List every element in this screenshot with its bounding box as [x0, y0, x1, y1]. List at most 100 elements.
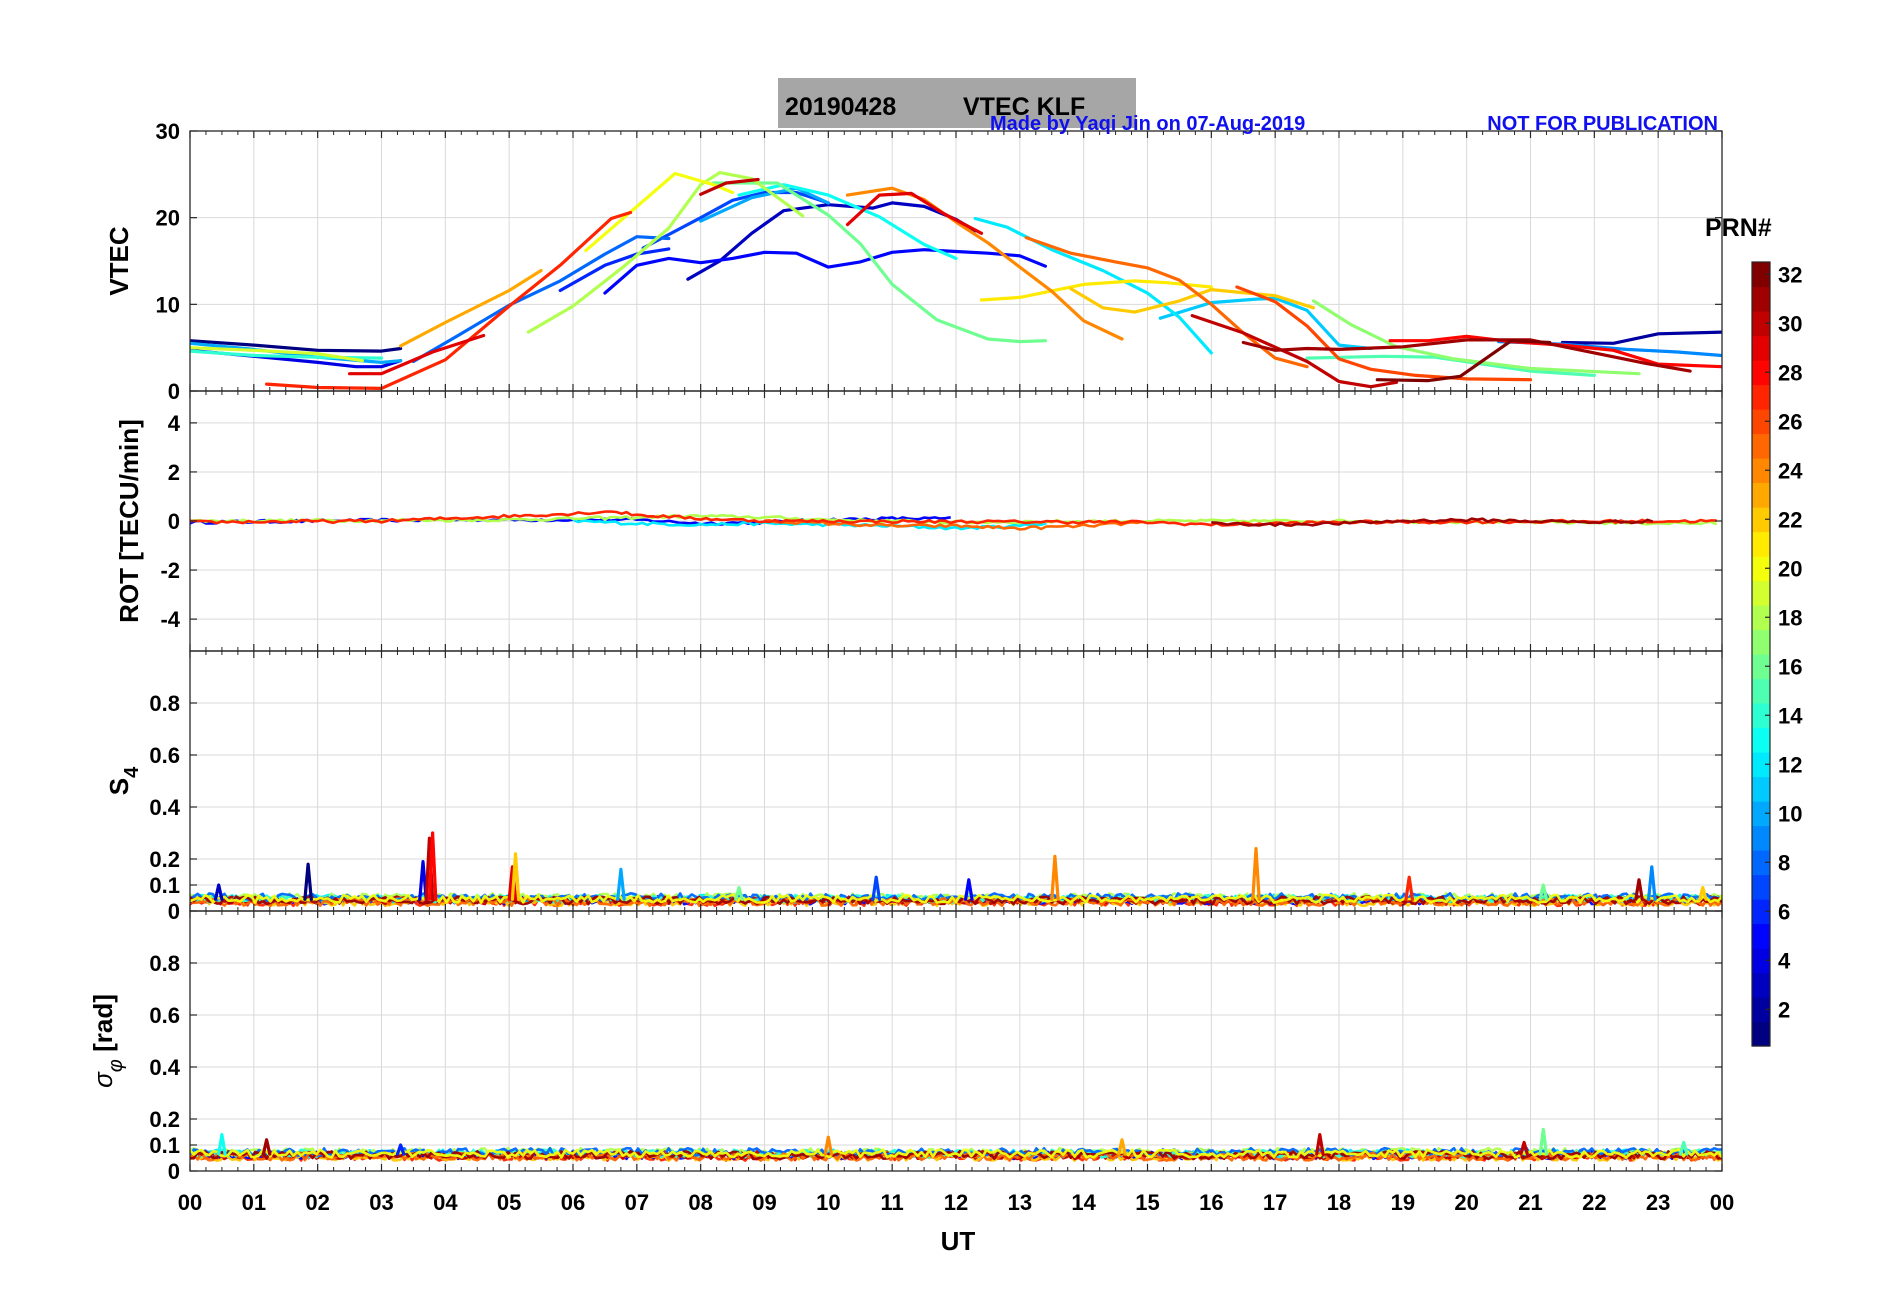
colorbar-segment	[1752, 335, 1770, 361]
y-tick-label-s4: 0.4	[149, 795, 180, 820]
data-vtec	[190, 171, 1722, 390]
vtec-series-prn-30	[1190, 314, 1399, 389]
vtec-series-prn-29	[348, 333, 486, 376]
sigma_phi-spike-prn-23	[1117, 1138, 1127, 1156]
y-tick-label-rot: -2	[160, 558, 180, 583]
colorbar-tick-label: 18	[1778, 605, 1802, 630]
colorbar-tick-label: 28	[1778, 360, 1802, 385]
colorbar-segment	[1752, 923, 1770, 949]
colorbar-segment	[1752, 972, 1770, 998]
colorbar-segment	[1752, 703, 1770, 729]
colorbar-segment	[1752, 776, 1770, 802]
colorbar-segment	[1752, 801, 1770, 827]
vtec-series-prn-27	[265, 210, 633, 390]
sigma_phi-noise-prn-20	[190, 1148, 1722, 1159]
colorbar-tick-label: 16	[1778, 654, 1802, 679]
panel-rot: -4 -2 0 2 4 ROT [TECU/min]	[114, 390, 1723, 652]
rot-series-prn-27	[190, 510, 1717, 527]
sigma_phi-spike-prn-16	[1538, 1127, 1549, 1156]
colorbar-tick-label: 30	[1778, 311, 1802, 336]
vtec-series-prn-13	[737, 183, 958, 260]
colorbar-segment	[1752, 654, 1770, 680]
vtec-series-prn-17	[1311, 299, 1641, 376]
y-tick-label-rot: 2	[168, 460, 180, 485]
s4-spike-prn-9	[1647, 865, 1657, 901]
colorbar-segment	[1752, 874, 1770, 900]
publication-notice: NOT FOR PUBLICATION	[1487, 113, 1718, 135]
s4-spike-prn-22	[1698, 886, 1708, 901]
s4-spike-prn-7	[871, 875, 881, 901]
colorbar-segment	[1752, 850, 1770, 876]
title-text: VTEC KLF	[963, 93, 1085, 121]
panel-s4: 00.10.2 0.4 0.6 0.8 S4	[104, 650, 1723, 924]
vtec-series-prn-16	[711, 181, 1047, 344]
x-tick-label: 14	[1071, 1190, 1096, 1215]
y-axis-label-vtec: VTEC	[104, 226, 134, 296]
x-tick-label: 05	[497, 1190, 521, 1215]
y-tick-label-s4: 0.2	[149, 847, 180, 872]
sigma_phi-spike-prn-24	[823, 1135, 834, 1156]
colorbar-segment	[1752, 678, 1770, 704]
x-tick-label: 06	[561, 1190, 585, 1215]
s4-spike-prn-3	[213, 883, 224, 901]
vtec-series-prn-12	[973, 216, 1213, 355]
colorbar-frame	[1751, 261, 1771, 1047]
vtec-series-prn-31	[1241, 338, 1692, 373]
colorbar-segment	[1752, 1021, 1770, 1047]
vtec-series-prn-1	[190, 339, 403, 353]
sigma_phi-spike-prn-30	[1315, 1133, 1325, 1156]
rot-series-prn-31	[1211, 517, 1654, 527]
vtec-series-prn-19	[190, 346, 364, 363]
s4-spike-prn-27	[1404, 875, 1414, 901]
tick-marks-vtec	[189, 130, 1723, 392]
y-tick-label-sigma_phi: 0.1	[149, 1133, 180, 1158]
title-box: 20190428 VTEC KLF	[778, 78, 1136, 128]
vtec-series-prn-10	[699, 186, 830, 223]
y-tick-label-rot: 0	[168, 509, 180, 534]
vtec-series-prn-22	[1069, 287, 1316, 314]
x-tick-label: 00	[1710, 1190, 1734, 1215]
sigma_phi-spike-prn-15	[1678, 1140, 1689, 1156]
colorbar-segment	[1752, 409, 1770, 435]
credit-note: Made by Yaqi Jin on 07-Aug-2019	[990, 113, 1305, 135]
y-axis-label-rot: ROT [TECU/min]	[114, 419, 144, 623]
x-tick-label: 00	[178, 1190, 202, 1215]
colorbar-segment	[1752, 727, 1770, 753]
y-tick-label-s4: 0	[168, 899, 180, 924]
s4-spike-prn-5	[964, 878, 974, 901]
x-tick-label: 21	[1518, 1190, 1542, 1215]
y-tick-label-sigma_phi: 0.2	[149, 1107, 180, 1132]
x-tick-label: 04	[433, 1190, 458, 1215]
colorbar-segment	[1752, 384, 1770, 410]
data-sigma_phi	[190, 1127, 1722, 1162]
colorbar-segment	[1752, 825, 1770, 851]
x-tick-label: 23	[1646, 1190, 1670, 1215]
colorbar-tick-label: 14	[1778, 703, 1803, 728]
x-tick-label: 03	[369, 1190, 393, 1215]
y-tick-label-rot: -4	[160, 607, 180, 632]
y-tick-label-s4: 0.8	[149, 691, 180, 716]
x-tick-label: 10	[816, 1190, 840, 1215]
x-tick-label: 15	[1135, 1190, 1159, 1215]
y-tick-label-vtec: 0	[168, 379, 180, 404]
colorbar-tick-label: 6	[1778, 899, 1790, 924]
colorbar-tick-label: 20	[1778, 556, 1802, 581]
s4-spike-prn-10	[616, 867, 626, 901]
colorbar-segment	[1752, 482, 1770, 508]
vtec-series-prn-24	[845, 186, 1124, 341]
vtec-series-prn-32	[1375, 339, 1552, 383]
colorbar-segment	[1752, 948, 1770, 974]
vtec-series-prn-25	[1024, 236, 1309, 369]
colorbar-segment	[1752, 360, 1770, 386]
x-tick-label: 16	[1199, 1190, 1223, 1215]
colorbar-segment	[1752, 311, 1770, 337]
colorbar-segment	[1752, 997, 1770, 1023]
x-tick-label: 20	[1454, 1190, 1478, 1215]
vtec-series-prn-26	[1235, 285, 1533, 382]
colorbar-title: PRN#	[1705, 214, 1772, 242]
panel-vtec: 0 10 20 30 VTEC	[104, 119, 1723, 404]
colorbar-tick-label: 32	[1778, 262, 1802, 287]
